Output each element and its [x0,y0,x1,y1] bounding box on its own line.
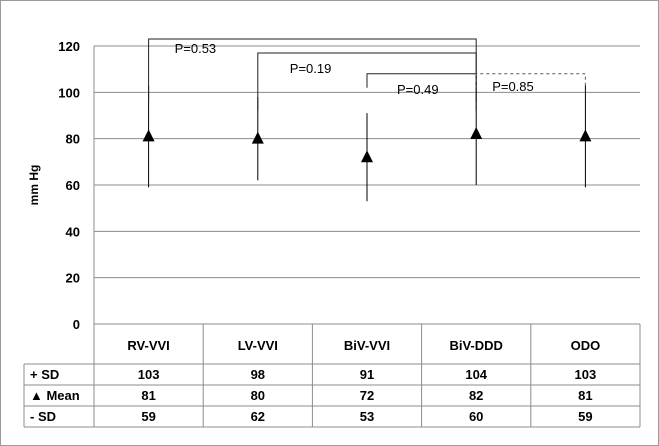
table-cell: 81 [141,388,155,403]
table-cell: 98 [251,367,265,382]
category-label: RV-VVI [127,338,169,353]
p-value-label: P=0.53 [175,41,217,56]
y-tick-label: 120 [58,39,80,54]
table-cell: 60 [469,409,483,424]
y-axis-label: mm Hg [27,165,41,206]
table-cell: 104 [465,367,487,382]
y-tick-label: 20 [66,271,80,286]
mean-marker [251,131,264,144]
table-cell: 91 [360,367,374,382]
table-cell: 80 [251,388,265,403]
mean-marker [470,127,483,140]
comparison-bracket [475,73,586,88]
table-cell: 81 [578,388,592,403]
table-cell: 59 [141,409,155,424]
table-cell: 103 [138,367,160,382]
table-cell: 82 [469,388,483,403]
mean-marker [579,129,592,142]
category-label: LV-VVI [238,338,278,353]
table-row-label: - SD [30,409,56,424]
y-tick-label: 60 [66,178,80,193]
table-row-label: ▲ Mean [30,388,80,403]
table-row-label: + SD [30,367,59,382]
mean-marker [361,150,373,163]
y-tick-label: 80 [66,132,80,147]
p-value-label: P=0.85 [492,79,534,94]
table-cell: 103 [575,367,597,382]
mean-marker [142,129,155,142]
table-cell: 72 [360,388,374,403]
y-tick-label: 100 [58,85,80,100]
table-cell: 62 [251,409,265,424]
p-value-label: P=0.19 [290,61,332,76]
category-label: BiV-VVI [344,338,390,353]
category-label: BiV-DDD [449,338,502,353]
category-label: ODO [571,338,601,353]
y-tick-label: 40 [66,224,80,239]
p-value-label: P=0.49 [397,82,439,97]
table-cell: 59 [578,409,592,424]
y-tick-label: 0 [73,317,80,332]
table-cell: 53 [360,409,374,424]
